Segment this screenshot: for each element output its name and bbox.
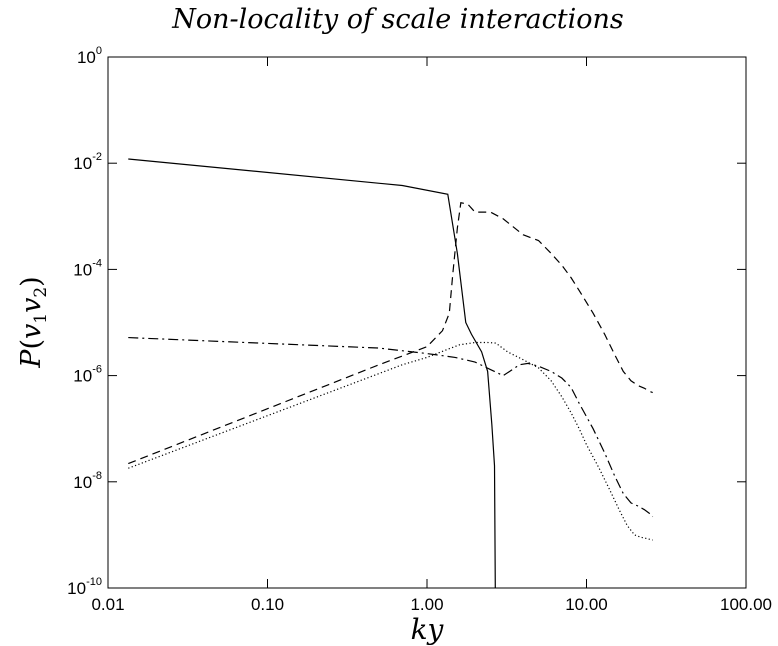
y-tick-label: 10-10 xyxy=(67,576,102,598)
x-axis-label: ky xyxy=(411,613,445,646)
y-axis-label: P(v1v2) xyxy=(16,276,51,368)
x-tick-label: 100.00 xyxy=(720,595,772,614)
plot-frame xyxy=(107,56,747,589)
axis-ticks: 0.01 0.10 1.00 10.00 100.00 10-10 10-8 10-6 10-4… xyxy=(67,45,772,614)
series-line-dotted xyxy=(128,341,653,541)
x-tick-label: 10.00 xyxy=(565,595,608,614)
y-tick-label: 10-4 xyxy=(73,257,102,279)
series-line-solid xyxy=(128,158,496,589)
chart-title: Non-locality of scale interactions xyxy=(171,4,624,35)
y-tick-label: 10-8 xyxy=(73,470,102,492)
svg-text:P(v1v2): P(v1v2) xyxy=(16,276,51,368)
y-tick-label: 100 xyxy=(77,45,102,67)
x-tick-label: 0.01 xyxy=(91,595,124,614)
x-tick-label: 0.10 xyxy=(251,595,284,614)
series-line-dashdot xyxy=(128,336,654,518)
series-group xyxy=(128,158,654,589)
x-tick-label: 1.00 xyxy=(410,595,443,614)
series-line-dashed xyxy=(128,202,653,465)
y-tick-label: 10-2 xyxy=(73,151,102,173)
y-tick-label: 10-6 xyxy=(73,364,102,386)
